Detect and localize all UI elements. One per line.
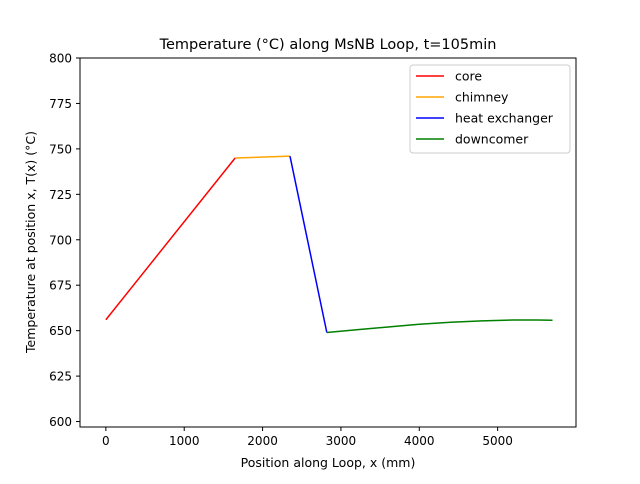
y-tick-label: 800 [49, 52, 72, 66]
legend-label: heat exchanger [455, 111, 554, 126]
x-tick-label: 0 [102, 434, 110, 448]
series-line-core [105, 157, 236, 321]
legend-box [409, 64, 571, 154]
plot-frame [79, 57, 577, 428]
x-tick-label: 1000 [169, 434, 200, 448]
x-axis-label: Position along Loop, x (mm) [241, 455, 416, 470]
y-tick-label: 750 [49, 142, 72, 156]
y-tick-label: 725 [49, 188, 72, 202]
series-line-chimney [235, 155, 291, 159]
y-tick-label: 675 [49, 279, 72, 293]
x-tick-label: 3000 [326, 434, 357, 448]
chart-title: Temperature (°C) along MsNB Loop, t=105m… [159, 37, 497, 53]
legend-label: core [455, 69, 482, 84]
y-axis-label: Temperature at position x, T(x) (°C) [23, 131, 38, 354]
x-tick-label: 5000 [482, 434, 513, 448]
legend-label: chimney [455, 90, 509, 105]
y-tick-label: 625 [49, 370, 72, 384]
legend: core chimney heat exchanger downcomer [409, 64, 571, 154]
legend-label: downcomer [455, 132, 529, 147]
series-line-heat-exchanger [289, 156, 328, 333]
y-tick-label: 700 [49, 233, 72, 247]
x-tick-label: 4000 [404, 434, 435, 448]
y-tick-label: 650 [49, 324, 72, 338]
y-tick-label: 600 [49, 415, 72, 429]
y-tick-label: 775 [49, 97, 72, 111]
series-layer [105, 155, 553, 334]
axis-ticks: 0 1000 2000 3000 4000 5000 600 625 650 675 700 725 7… [49, 52, 513, 449]
x-tick-label: 2000 [247, 434, 278, 448]
series-line-downcomer [326, 319, 553, 334]
